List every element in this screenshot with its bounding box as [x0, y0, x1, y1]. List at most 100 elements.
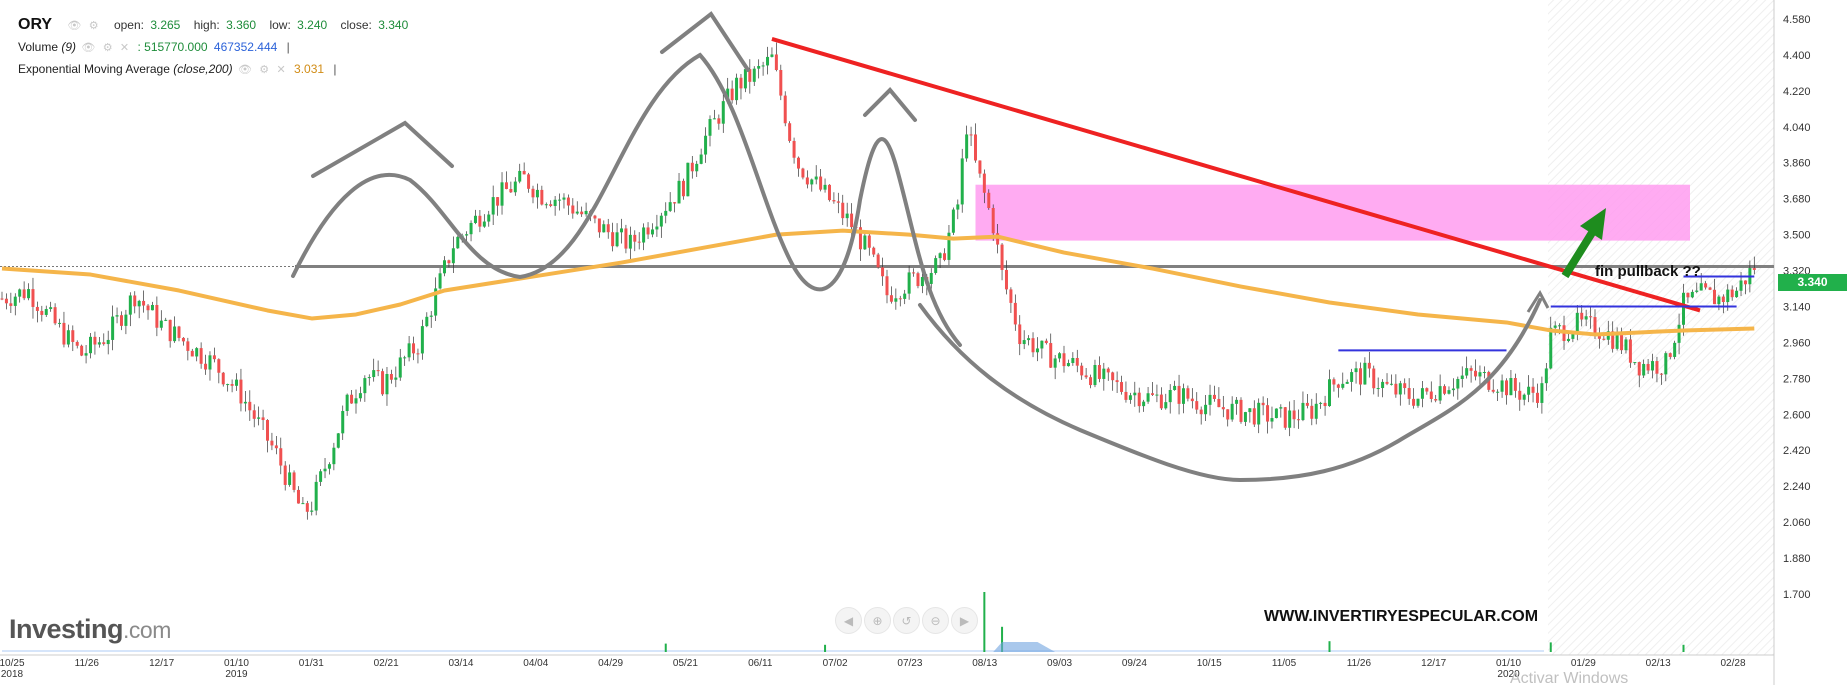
x-tick-year-label: 2018: [1, 669, 24, 680]
reset-icon[interactable]: ↺: [893, 607, 920, 634]
candle-body: [646, 227, 650, 235]
settings-icon[interactable]: ⚙: [102, 42, 113, 54]
candle-body: [305, 503, 309, 512]
candle-body: [920, 276, 924, 287]
candle-body: [513, 181, 517, 193]
candle-body: [177, 326, 181, 338]
candle-body: [1133, 392, 1137, 396]
candle-body: [1500, 380, 1504, 392]
candle-body: [965, 134, 969, 159]
candle-body: [1279, 407, 1283, 409]
candle-body: [1035, 348, 1039, 353]
candle-body: [788, 123, 792, 141]
close-icon[interactable]: ✕: [119, 42, 130, 54]
hide-eye-icon[interactable]: 👁: [67, 20, 82, 32]
candle-body: [252, 410, 256, 419]
candle-body: [1398, 383, 1402, 395]
candle-body: [1651, 361, 1655, 371]
candle-body: [319, 471, 323, 482]
x-tick-label: 02/13: [1646, 658, 1671, 669]
candle-body: [1580, 312, 1584, 320]
candle-body: [1633, 362, 1637, 364]
candle-body: [75, 341, 79, 346]
candle-body: [89, 336, 92, 354]
settings-icon[interactable]: ⚙: [259, 64, 270, 76]
candle-body: [982, 173, 986, 193]
candle-body: [1482, 372, 1486, 374]
x-tick-label: 01/10: [224, 658, 249, 669]
candle-body: [1323, 402, 1327, 407]
candle-body: [943, 253, 947, 260]
candle-body: [708, 119, 712, 136]
candle-body: [620, 228, 623, 233]
candle-body: [690, 162, 694, 172]
hide-eye-icon[interactable]: 👁: [81, 42, 96, 54]
candle-body: [394, 377, 398, 380]
candle-body: [991, 207, 995, 234]
y-tick-label: 3.500: [1783, 230, 1811, 242]
nav-left-icon[interactable]: ◀: [835, 607, 862, 634]
candle-body: [1084, 375, 1088, 378]
candle-body: [0, 298, 4, 300]
candle-body: [686, 162, 690, 197]
candle-body: [566, 197, 570, 206]
candle-body: [978, 160, 982, 174]
candle-body: [611, 232, 615, 247]
candle-body: [810, 179, 814, 185]
volume-param: (9): [61, 40, 77, 54]
candle-body: [1717, 296, 1721, 305]
breakout-arrow-head: [1580, 208, 1606, 240]
ema-label: Exponential Moving Average: [18, 62, 170, 76]
candle-body: [1465, 368, 1469, 376]
candle-body: [4, 298, 8, 304]
candle-body: [766, 56, 770, 66]
open-label: open:: [113, 18, 144, 32]
candle-body: [863, 235, 867, 250]
candle-body: [1319, 402, 1323, 404]
candle-body: [739, 77, 743, 89]
candle-body: [451, 248, 455, 264]
nav-right-icon[interactable]: ▶: [951, 607, 978, 634]
hide-eye-icon[interactable]: 👁: [237, 64, 252, 76]
zoom-in-icon[interactable]: ⊕: [864, 607, 891, 634]
volume-bar: [1001, 626, 1004, 652]
candle-body: [1628, 339, 1632, 363]
close-icon[interactable]: ✕: [276, 64, 286, 76]
low-value: 3.240: [297, 18, 328, 32]
candle-body: [637, 241, 641, 243]
candle-body: [597, 218, 601, 233]
legend-volume-row: Volume (9) 👁 ⚙ ✕ : 515770.000 467352.444…: [18, 37, 408, 59]
zoom-out-icon[interactable]: ⊖: [922, 607, 949, 634]
close-label: close:: [340, 18, 372, 32]
candle-body: [1345, 381, 1349, 384]
x-tick-label: 11/26: [75, 658, 100, 669]
candle-body: [1735, 290, 1739, 298]
candle-body: [1637, 362, 1641, 376]
candle-body: [1429, 391, 1433, 399]
candle-body: [58, 322, 62, 324]
candle-body: [717, 118, 721, 124]
head-cap: [660, 11, 750, 72]
candle-body: [1031, 338, 1035, 353]
candle-body: [1097, 364, 1101, 379]
x-tick-label: 01/31: [299, 658, 324, 669]
candle-body: [1146, 393, 1150, 402]
settings-icon[interactable]: ⚙: [88, 20, 99, 32]
y-tick-label: 2.600: [1783, 409, 1811, 421]
close-value: 3.340: [378, 18, 409, 32]
candle-body: [1367, 362, 1371, 369]
candle-body: [168, 319, 172, 342]
y-tick-label: 2.060: [1783, 517, 1811, 529]
candle-body: [1120, 382, 1124, 392]
candle-body: [783, 95, 787, 124]
candle-body: [544, 204, 548, 206]
candle-body: [584, 210, 588, 215]
x-tick-label: 04/29: [598, 658, 623, 669]
candle-body: [1102, 368, 1106, 379]
candle-body: [403, 357, 407, 359]
candle-body: [1646, 363, 1650, 371]
candle-body: [1142, 401, 1146, 407]
candle-body: [1151, 393, 1154, 395]
